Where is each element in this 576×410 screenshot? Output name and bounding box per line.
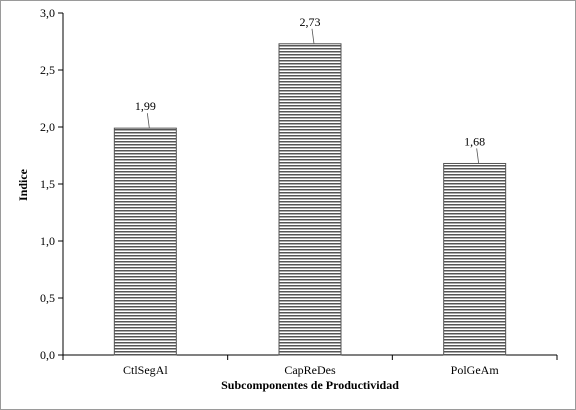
bar-ctlsegal bbox=[113, 127, 177, 356]
x-tick-label: CapReDes bbox=[284, 363, 336, 377]
data-label-leader bbox=[476, 148, 480, 164]
y-tick-label: 1,0 bbox=[40, 234, 55, 248]
x-axis-title: Subcomponentes de Productividad bbox=[221, 378, 399, 392]
x-tick-label: CtlSegAl bbox=[123, 363, 168, 377]
y-tick-label: 2,0 bbox=[40, 120, 55, 134]
bar-capredes bbox=[278, 43, 342, 356]
data-label-leader bbox=[311, 28, 315, 44]
data-label-leader bbox=[146, 113, 150, 129]
y-tick-label: 1,5 bbox=[40, 177, 55, 191]
bars bbox=[113, 43, 507, 356]
y-tick-label: 0,0 bbox=[40, 348, 55, 362]
x-axis: CtlSegAl CapReDes PolGeAm bbox=[62, 354, 558, 377]
y-tick-label: 0,5 bbox=[40, 291, 55, 305]
data-label: 1,99 bbox=[135, 99, 156, 113]
x-tick-label: PolGeAm bbox=[451, 363, 500, 377]
data-label: 1,68 bbox=[464, 134, 485, 148]
bar-polgeam bbox=[443, 162, 507, 356]
y-tick-label: 3,0 bbox=[40, 6, 55, 20]
data-labels: 1,99 2,73 1,68 bbox=[135, 15, 485, 164]
y-tick-label: 2,5 bbox=[40, 63, 55, 77]
data-label: 2,73 bbox=[300, 15, 321, 29]
y-axis: 0,0 0,5 1,0 1,5 2,0 2,5 3,0 bbox=[40, 6, 64, 362]
y-axis-title: Indice bbox=[16, 168, 30, 201]
